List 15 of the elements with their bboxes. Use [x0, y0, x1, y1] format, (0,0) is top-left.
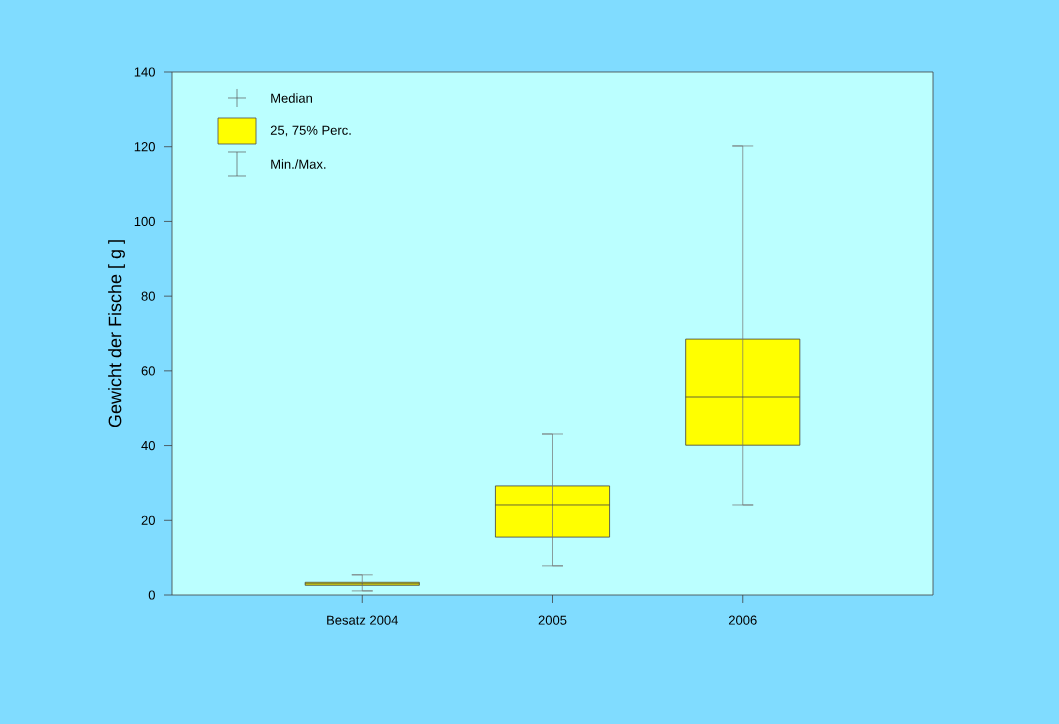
y-tick-label: 100: [134, 216, 155, 227]
annotation: Min./Max.: [271, 159, 326, 169]
y-axis-title: Gewicht der Fische [ g ]: [108, 240, 125, 428]
annotation: 25, 75% Perc.: [270, 125, 351, 137]
x-tick-label: Besatz 2004: [327, 615, 398, 625]
x-tick-label: 2006: [728, 615, 757, 625]
y-tick-label: 60: [141, 366, 155, 376]
y-tick-label: 140: [134, 67, 155, 77]
y-tick-label: 120: [134, 142, 155, 152]
y-tick-label: 20: [141, 515, 155, 525]
y-tick-label: 40: [141, 440, 155, 451]
y-tick-label: 0: [148, 590, 155, 600]
annotation: Median: [271, 93, 312, 103]
y-tick-label: 80: [141, 291, 155, 301]
x-tick-label: 2005: [538, 615, 567, 625]
